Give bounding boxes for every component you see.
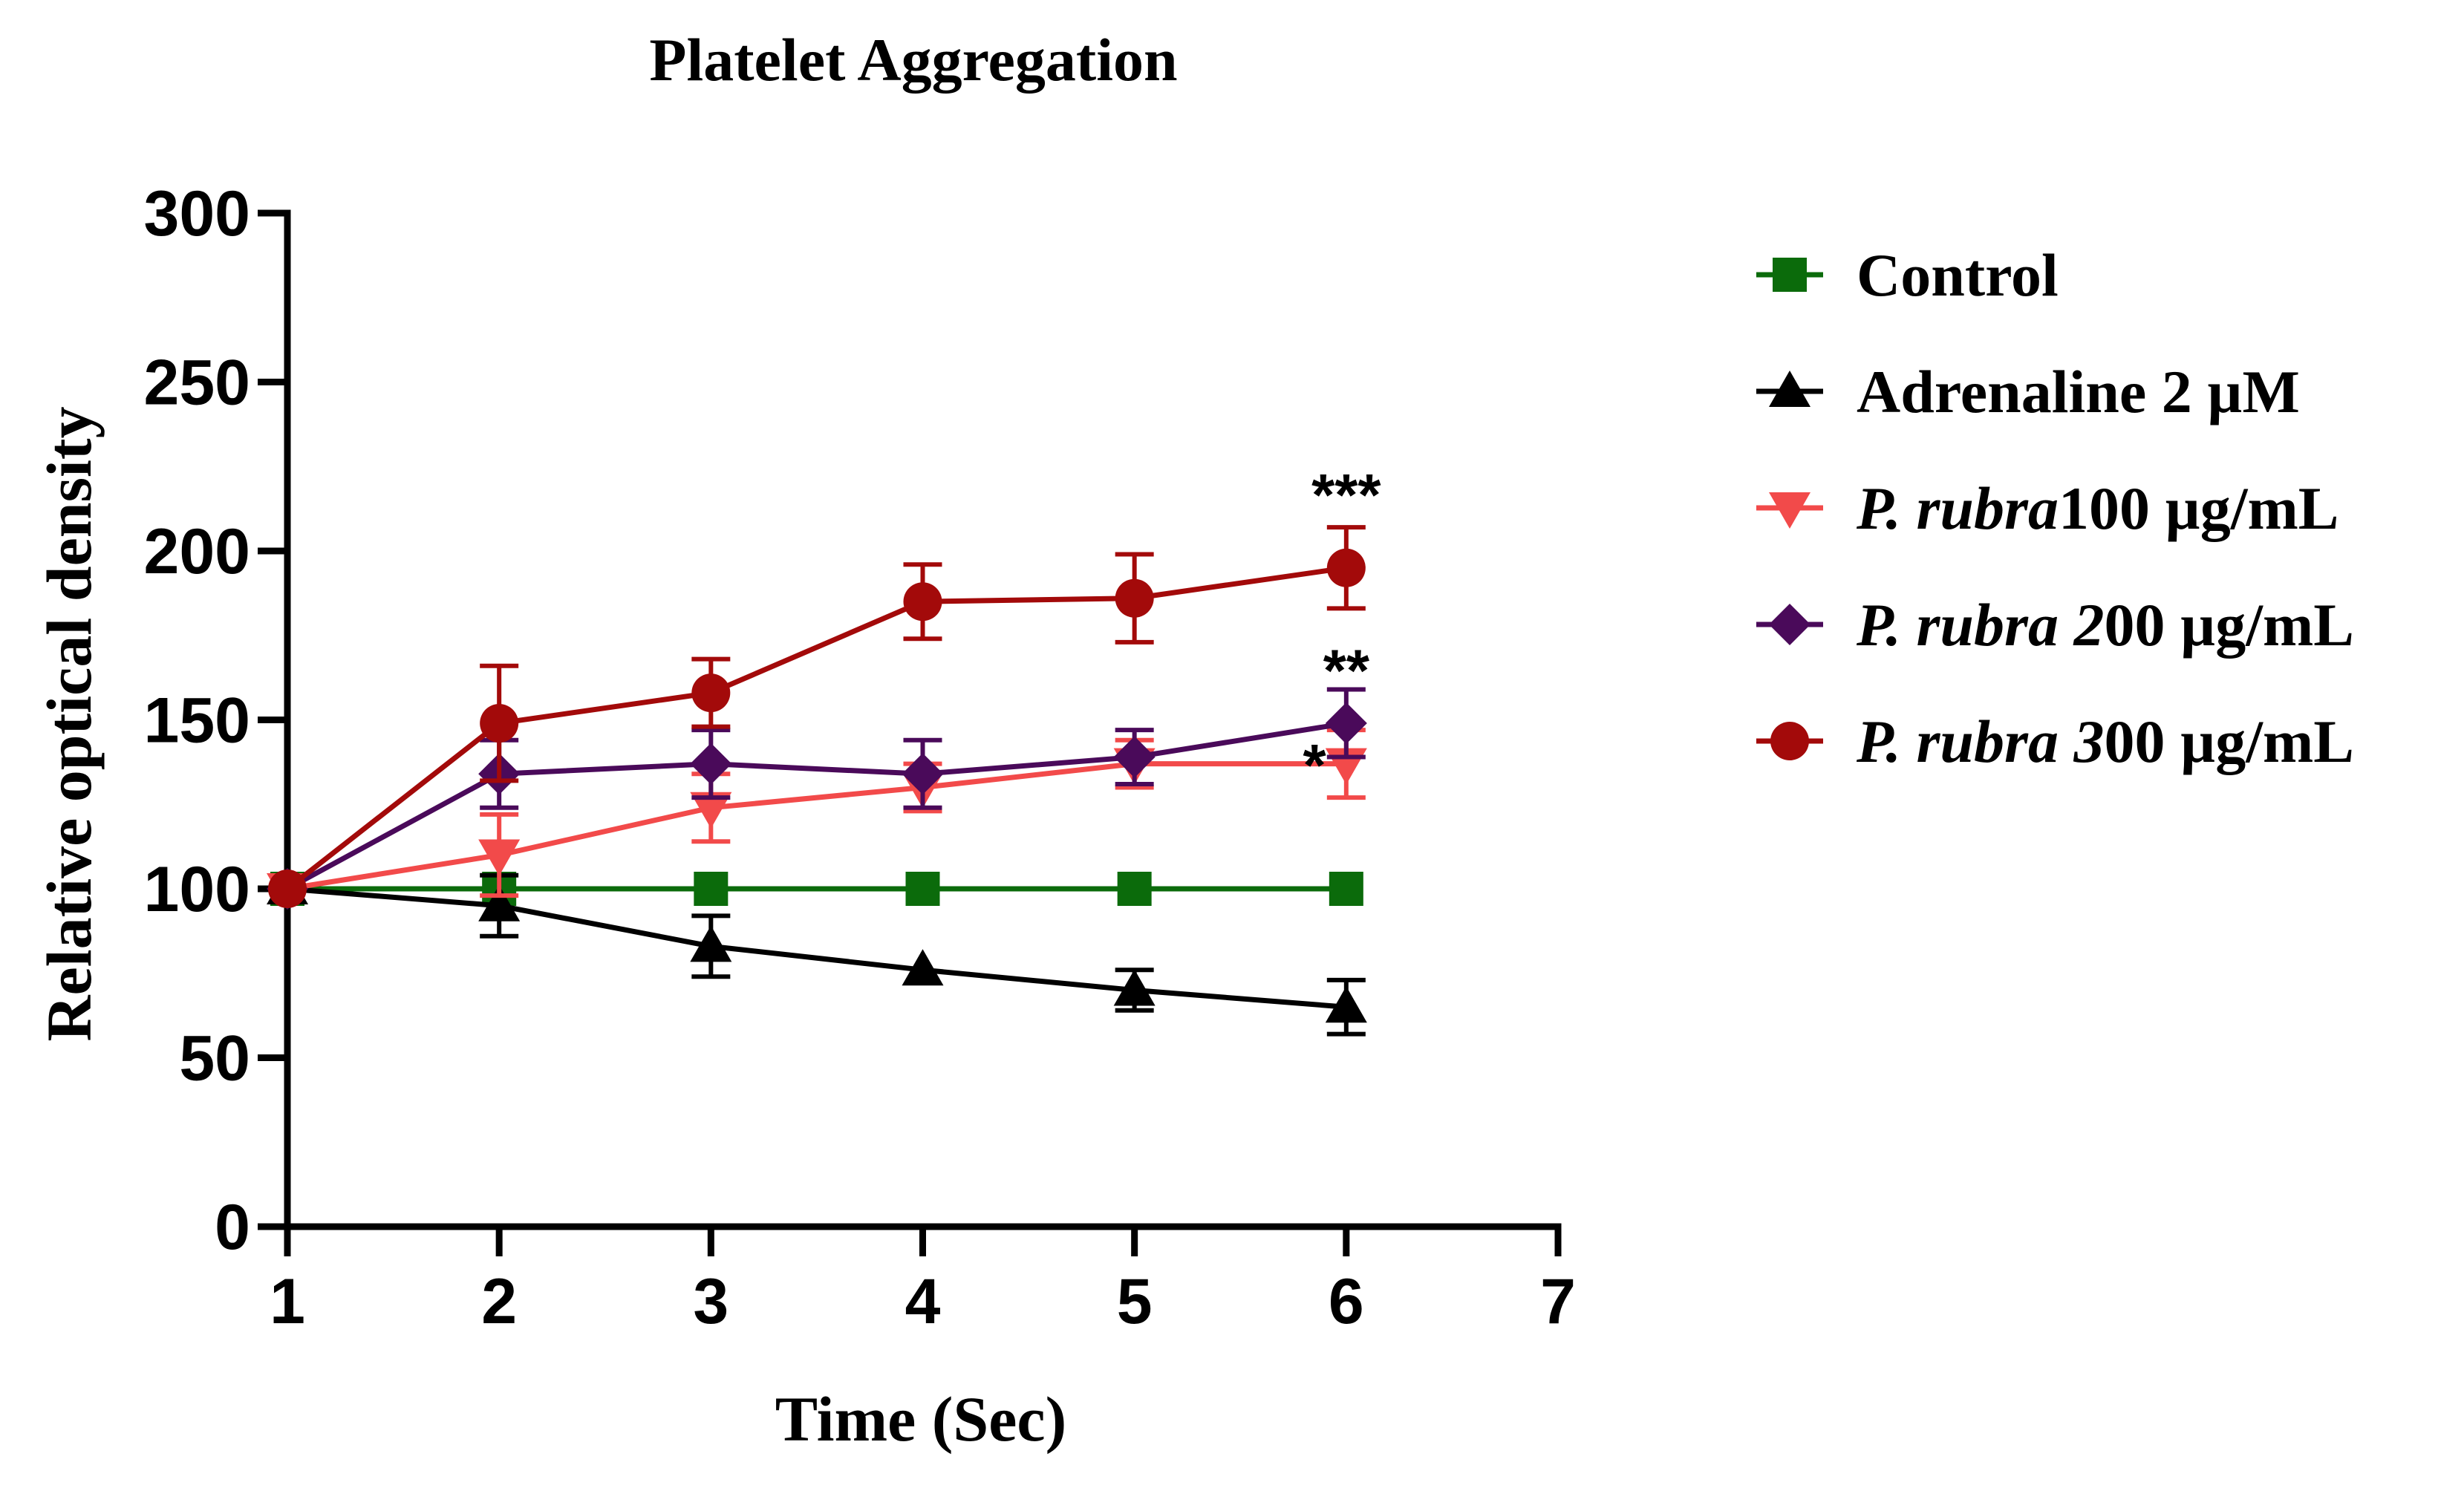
data-point [903,582,942,621]
legend-label-part: 00 µg/mL [2104,591,2354,659]
legend-label-part: P. rubra [1856,474,2059,542]
y-tick-label: 100 [144,854,251,925]
legend-item-2: P. rubra100 µg/mL [1756,474,2338,542]
legend-label: P. rubra 200 µg/mL [1856,591,2354,659]
annotation-layer: ****** [1303,462,1381,798]
data-point [268,870,307,908]
x-tick-label: 4 [905,1266,941,1337]
x-tick-label: 5 [1117,1266,1153,1337]
data-point [690,792,732,829]
legend-label-part: P. rubra 2 [1856,591,2104,659]
chart-title: Platelet Aggregation [649,26,1177,94]
legend-marker [1769,371,1810,407]
data-point [478,839,521,876]
legend-label-part: 00 µg/mL [2104,708,2354,775]
legend-label: P. rubra100 µg/mL [1856,474,2338,542]
y-tick-label: 250 [144,348,251,419]
series-line [286,720,1347,892]
series-line [287,761,1346,892]
y-tick-label: 150 [144,685,251,757]
data-point [691,673,731,713]
series-line [287,886,1347,1010]
axes: 0 50 100 150 200 250 300 1 2 3 4 5 6 7 [144,178,1576,1337]
series-2 [267,728,1367,910]
legend-marker [1773,258,1807,292]
x-tick-label: 3 [693,1266,729,1337]
legend-marker [1770,722,1809,760]
significance-label: *** [1311,462,1381,528]
data-point [1325,702,1367,745]
y-tick-label: 50 [179,1023,250,1094]
data-point [1329,872,1363,906]
data-point [478,884,521,921]
significance-label: ** [1323,637,1370,703]
data-point [902,949,944,986]
legend-item-4: P. rubra 300 µg/mL [1756,708,2354,775]
data-point [1326,548,1366,587]
y-axis-label: Relative optical density [33,406,105,1041]
data-point [694,872,729,906]
legend-item-1: Adrenaline 2 µM [1756,358,2300,425]
data-point [1113,969,1156,1006]
data-point [1325,986,1367,1023]
legend-item-0: Control [1756,241,2059,309]
legend-marker [1769,604,1810,645]
legend-label: Adrenaline 2 µM [1857,358,2300,425]
x-tick-label: 7 [1540,1266,1576,1337]
legend-item-3: P. rubra 200 µg/mL [1756,591,2354,659]
series-layer [267,525,1367,1037]
legend-label: Control [1857,241,2059,309]
y-tick-label: 300 [144,178,251,249]
data-point [1117,872,1152,906]
data-point [1113,736,1156,778]
legend-label-part: 100 µg/mL [2059,474,2339,542]
series-line [285,565,1347,891]
data-point [1115,578,1154,618]
legend-label: P. rubra 300 µg/mL [1856,708,2354,775]
x-tick-label: 6 [1329,1266,1364,1337]
legend-label-part: Adrenaline 2 µM [1857,358,2300,425]
data-point [902,753,944,795]
x-tick-label: 2 [481,1266,517,1337]
data-point [905,872,940,906]
legend-marker [1769,492,1810,529]
data-point [690,743,732,785]
x-tick-label: 1 [270,1266,305,1337]
series-4 [268,525,1366,908]
data-point [480,704,519,743]
series-1 [267,868,1367,1037]
data-point [690,925,732,962]
legend-label-part: P. rubra 3 [1856,708,2104,775]
significance-label: * [1303,732,1326,798]
x-axis-label: Time (Sec) [775,1383,1066,1455]
y-tick-label: 0 [215,1192,250,1263]
y-tick-label: 200 [144,516,251,587]
legend-label-part: Control [1857,241,2059,309]
